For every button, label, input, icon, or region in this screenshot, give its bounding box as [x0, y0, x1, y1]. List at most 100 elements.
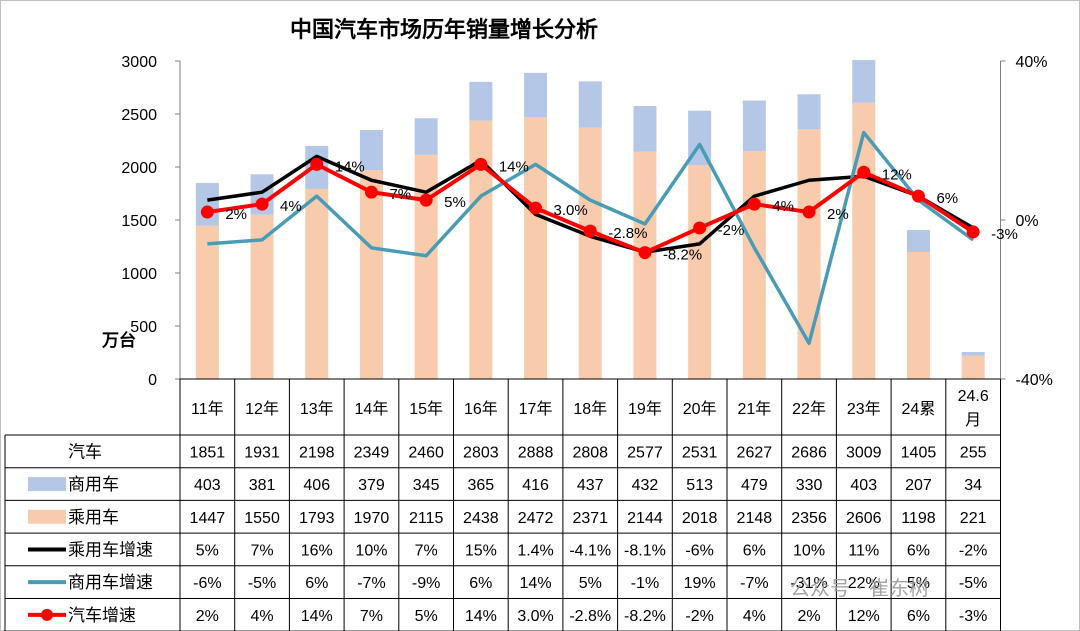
table-cell: 2531: [682, 444, 718, 461]
bar-commercial: [906, 230, 930, 253]
left-tick-label: 500: [130, 319, 157, 336]
bar-passenger: [906, 252, 930, 379]
table-cell: 2472: [518, 510, 554, 527]
table-cell: 10%: [355, 542, 387, 559]
right-tick-label: 0%: [1016, 213, 1039, 230]
table-cell: 1793: [299, 510, 335, 527]
table-cell: 330: [796, 477, 823, 494]
marker-汽车增速: [364, 185, 378, 199]
table-cell: 2438: [463, 510, 499, 527]
table-cell: 2115: [409, 510, 444, 527]
bar-commercial: [359, 130, 383, 171]
table-cell: 1970: [354, 510, 390, 527]
table-cell: 12%: [848, 608, 880, 625]
marker-汽车增速: [529, 201, 543, 215]
bar-passenger: [195, 225, 219, 379]
category-label: 20年: [683, 400, 717, 418]
legend-label: 商用车增速: [68, 573, 153, 592]
table-cell: -5%: [248, 575, 276, 592]
table-cell: -6%: [193, 575, 221, 592]
table-cell: 7%: [415, 542, 438, 559]
table-cell: 1851: [190, 444, 226, 461]
marker-汽车增速: [474, 157, 488, 171]
data-label: 2%: [827, 206, 849, 223]
bar-commercial: [414, 118, 438, 155]
category-label: 22年: [792, 400, 826, 418]
table-cell: 6%: [907, 542, 930, 559]
marker-汽车增速: [966, 225, 980, 239]
category-label: 24累: [902, 401, 936, 418]
table-cell: 2686: [791, 444, 827, 461]
table-cell: 6%: [743, 542, 766, 559]
legend-swatch: [28, 477, 66, 492]
bar-passenger: [414, 154, 438, 379]
right-tick-label: 40%: [1016, 54, 1048, 71]
category-label: 17年: [519, 400, 553, 418]
category-label: 19年: [628, 400, 662, 418]
table-cell: 34: [964, 477, 982, 494]
table-cell: 5%: [196, 542, 219, 559]
table-cell: 4%: [250, 608, 273, 625]
marker-汽车增速: [200, 205, 214, 219]
bar-passenger: [250, 214, 274, 379]
table-cell: 1405: [901, 444, 937, 461]
table-cell: 7%: [250, 542, 273, 559]
table-cell: 15%: [465, 542, 497, 559]
table-cell: 3009: [846, 444, 882, 461]
legend-label: 汽车: [68, 442, 102, 461]
table-cell: 2627: [737, 444, 773, 461]
data-label: -8.2%: [663, 247, 702, 264]
table-cell: 2606: [846, 510, 882, 527]
table-cell: 416: [522, 477, 549, 494]
bar-commercial: [961, 351, 985, 356]
bar-passenger: [688, 165, 712, 379]
table-cell: 2%: [797, 608, 820, 625]
marker-汽车增速: [857, 165, 871, 179]
data-label: -2.8%: [608, 225, 647, 242]
marker-汽车增速: [638, 246, 652, 260]
legend-label: 乘用车增速: [68, 540, 153, 559]
left-tick-label: 2500: [121, 107, 157, 124]
table-cell: -3%: [959, 608, 987, 625]
category-label: 月: [965, 412, 981, 429]
category-label: 24.6: [958, 388, 989, 405]
table-cell: 5%: [415, 608, 438, 625]
table-cell: 207: [905, 477, 932, 494]
marker-汽车增速: [583, 224, 597, 238]
table-cell: -7%: [740, 575, 768, 592]
table-cell: 406: [303, 477, 330, 494]
table-cell: 2%: [196, 608, 219, 625]
marker-汽车增速: [747, 197, 761, 211]
table-cell: 432: [632, 477, 659, 494]
legend-label: 汽车增速: [68, 606, 136, 625]
category-label: 14年: [355, 400, 389, 418]
table-cell: 2803: [463, 444, 499, 461]
left-tick-label: 1500: [121, 213, 157, 230]
bar-passenger: [633, 151, 657, 379]
table-cell: 2349: [354, 444, 390, 461]
marker-汽车增速: [419, 193, 433, 207]
table-cell: -2%: [959, 542, 987, 559]
table-cell: 381: [249, 477, 276, 494]
table-cell: 14%: [301, 608, 333, 625]
left-tick-label: 3000: [121, 54, 157, 71]
data-label: 6%: [936, 190, 958, 207]
table-cell: -1%: [631, 575, 659, 592]
table-cell: 1931: [244, 444, 280, 461]
watermark: 公众号 · 崔东树: [790, 576, 930, 600]
legend-label: 乘用车: [68, 508, 119, 527]
marker-汽车增速: [911, 189, 925, 203]
left-tick-label: 2000: [121, 160, 157, 177]
marker-汽车增速: [802, 205, 816, 219]
data-label: -2%: [718, 222, 745, 239]
unit-label: 万台: [102, 331, 136, 351]
table-cell: 2018: [682, 510, 718, 527]
table-cell: 2460: [408, 444, 444, 461]
bar-commercial: [524, 72, 548, 117]
table-cell: 19%: [684, 575, 716, 592]
table-cell: 5%: [907, 575, 930, 592]
table-cell: -9%: [412, 575, 440, 592]
marker-汽车增速: [255, 197, 269, 211]
marker-汽车增速: [693, 221, 707, 235]
